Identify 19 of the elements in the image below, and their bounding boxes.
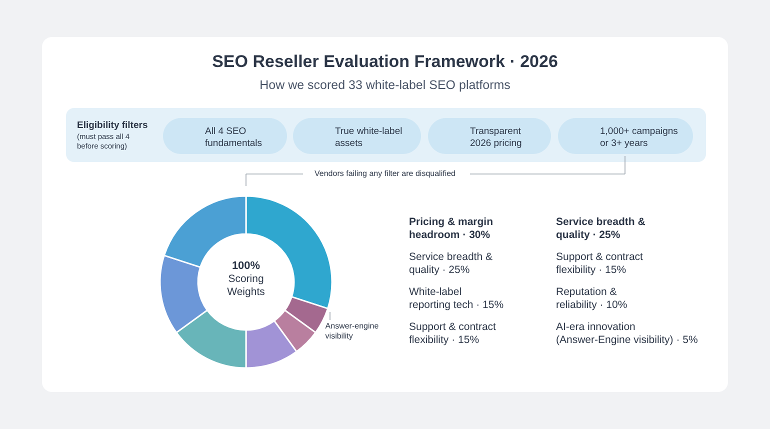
chart-subtitle: How we scored 33 white-label SEO platforms <box>260 78 510 92</box>
text: Vendors failing any filter are disqualified <box>314 169 456 178</box>
chart-title: SEO Reseller Evaluation Framework · 2026 <box>212 52 558 71</box>
text: Support & contract flexibility · 15% <box>409 321 496 346</box>
text: Service breadth & quality · 25% <box>409 251 492 276</box>
slice-label: Answer-engine visibility <box>325 321 380 340</box>
text: White-label reporting tech · 15% <box>409 286 504 312</box>
text: Eligibility filters <box>77 120 148 131</box>
text: 100% <box>232 260 260 272</box>
text: True white-label assets <box>335 126 402 149</box>
text: Scoring Weights <box>227 273 265 298</box>
text: Reputation & reliability · 10% <box>556 286 628 312</box>
text: Pricing & margin headroom · 30% <box>409 216 494 242</box>
text: Transparent 2026 pricing <box>470 126 522 149</box>
text: All 4 SEO fundamentals <box>205 126 262 149</box>
text: Support & contract flexibility · 15% <box>556 251 644 276</box>
text: AI-era innovation (Answer-Engine visibility) · 5% <box>556 321 698 346</box>
text: Service breadth & quality · 25% <box>556 216 646 242</box>
text: 1,000+ campaigns or 3+ years <box>600 126 678 149</box>
